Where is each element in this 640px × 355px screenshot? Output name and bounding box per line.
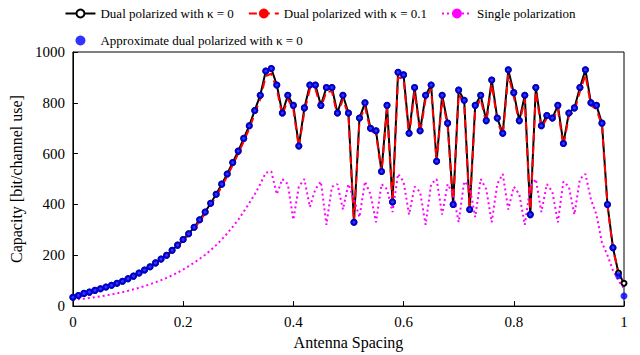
svg-text:0: 0 [57,298,65,314]
svg-text:0.4: 0.4 [284,314,303,330]
svg-text:1000: 1000 [35,44,65,60]
svg-text:Approximate dual polarized wit: Approximate dual polarized with κ = 0 [100,33,302,48]
svg-text:Single polarization: Single polarization [477,6,576,21]
svg-text:0.8: 0.8 [504,314,523,330]
svg-text:Dual polarized with κ = 0: Dual polarized with κ = 0 [100,6,233,21]
svg-text:400: 400 [42,196,65,212]
svg-text:200: 200 [42,247,65,263]
svg-text:0.2: 0.2 [174,314,193,330]
svg-text:Antenna Spacing: Antenna Spacing [294,334,404,352]
svg-text:600: 600 [42,146,65,162]
svg-text:0.6: 0.6 [394,314,413,330]
svg-text:Dual polarized with κ = 0.1: Dual polarized with κ = 0.1 [284,6,427,21]
svg-text:800: 800 [42,95,65,111]
svg-text:Capacity [bit/channel use]: Capacity [bit/channel use] [8,95,26,263]
svg-text:0: 0 [69,314,77,330]
svg-text:1: 1 [620,314,628,330]
